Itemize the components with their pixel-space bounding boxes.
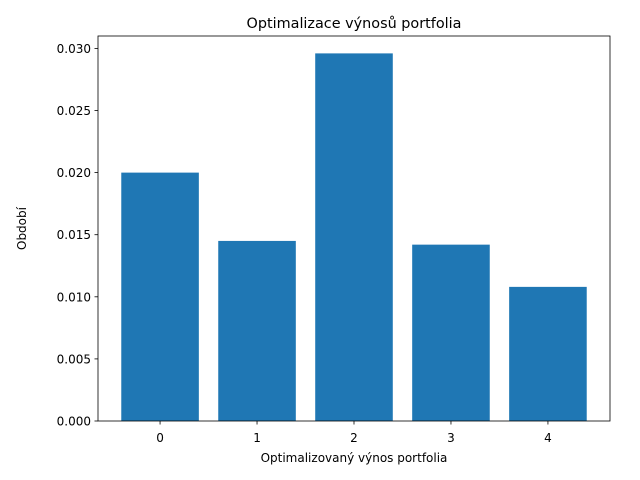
y-tick-label: 0.020 [57, 166, 91, 180]
y-tick-label: 0.030 [57, 42, 91, 56]
y-tick-label: 0.025 [57, 104, 91, 118]
plot-frame [97, 35, 611, 422]
y-tick-label: 0.010 [57, 290, 91, 304]
x-tick-label: 4 [544, 431, 552, 445]
y-tick-label: 0.005 [57, 352, 91, 366]
bars-group [121, 53, 587, 422]
bar-3 [412, 244, 490, 421]
bar-1 [218, 240, 296, 421]
y-tick-label: 0.015 [57, 228, 91, 242]
bar-2 [315, 53, 393, 422]
bar-4 [509, 286, 587, 421]
x-tick-label: 3 [447, 431, 455, 445]
x-axis: 0 1 2 3 4 [156, 421, 552, 445]
bar-0 [121, 172, 199, 421]
y-axis-label: Období [15, 206, 29, 250]
x-tick-label: 2 [350, 431, 358, 445]
y-tick-label: 0.000 [57, 415, 91, 429]
x-tick-label: 1 [253, 431, 261, 445]
chart-title: Optimalizace výnosů portfolia [247, 16, 462, 32]
x-tick-label: 0 [156, 431, 164, 445]
y-axis: 0.000 0.005 0.010 0.015 0.020 0.025 0.030 [57, 42, 98, 429]
x-axis-label: Optimalizovaný výnos portfolia [261, 451, 448, 465]
